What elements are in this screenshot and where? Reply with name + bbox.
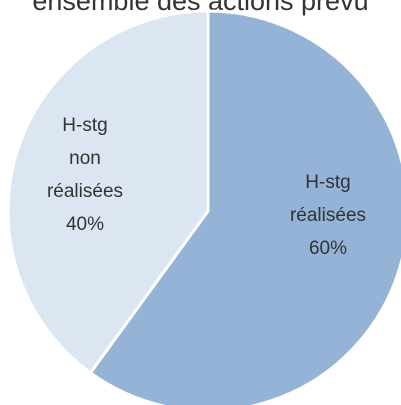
slice-label-line: non: [69, 148, 101, 169]
slice-data-label-non-realisees: H-stg non réalisées 40%: [47, 115, 123, 235]
slice-label-line: 60%: [309, 238, 347, 259]
pie-slice-realisees: [88, 9, 401, 405]
slice-label-line: réalisées: [47, 181, 123, 202]
slice-label-line: réalisées: [290, 205, 366, 226]
slice-label-line: H-stg: [305, 172, 350, 193]
slice-label-line: H-stg: [62, 115, 107, 136]
slice-label-line: 40%: [66, 214, 104, 235]
slice-data-label-realisees: H-stg réalisées 60%: [290, 172, 366, 259]
pie-slice-non-realisees: [6, 9, 210, 375]
chart-title: ensemble des actions prévu: [32, 0, 369, 16]
